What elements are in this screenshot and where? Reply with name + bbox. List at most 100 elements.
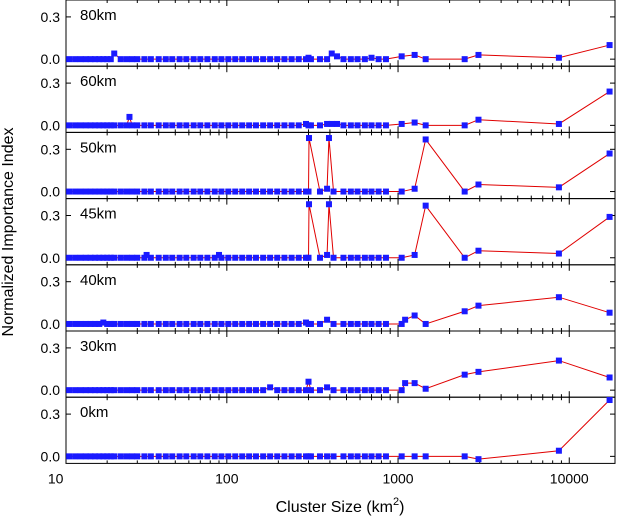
data-point [274, 188, 281, 195]
data-point [252, 122, 259, 129]
y-tick-label: 0.3 [41, 274, 61, 290]
data-point [246, 387, 253, 394]
data-point [398, 254, 405, 261]
data-point [197, 387, 204, 394]
data-point [606, 397, 613, 404]
data-point [190, 122, 197, 129]
data-point [225, 122, 232, 129]
data-point [111, 387, 118, 394]
data-point [281, 122, 288, 129]
data-point [204, 122, 211, 129]
data-point [375, 122, 382, 129]
data-point [325, 201, 332, 208]
y-tick-label: 0.0 [41, 51, 61, 67]
data-point [92, 453, 99, 460]
data-point [398, 320, 405, 327]
data-point [147, 254, 154, 261]
data-point [123, 56, 130, 63]
data-point [281, 453, 288, 460]
data-point [92, 387, 99, 394]
data-point [246, 453, 253, 460]
data-point [169, 387, 176, 394]
data-point [147, 320, 154, 327]
data-point [330, 254, 337, 261]
data-point [77, 122, 84, 129]
data-point [305, 254, 312, 261]
data-point [100, 254, 107, 261]
data-point [354, 122, 361, 129]
data-point [204, 387, 211, 394]
y-tick-label: 0.0 [41, 382, 61, 398]
data-point [117, 122, 124, 129]
data-point [411, 119, 418, 126]
data-point [288, 453, 295, 460]
data-point [107, 188, 114, 195]
data-point [325, 135, 332, 142]
data-point [107, 56, 114, 63]
data-point [295, 254, 302, 261]
data-point [281, 387, 288, 394]
data-point [475, 368, 482, 375]
data-point [82, 188, 89, 195]
data-point [147, 56, 154, 63]
data-point [147, 122, 154, 129]
data-point [422, 136, 429, 143]
data-point [330, 387, 337, 394]
data-point [190, 320, 197, 327]
data-point [382, 320, 389, 327]
data-point [147, 188, 154, 195]
data-point [92, 254, 99, 261]
data-point [218, 56, 225, 63]
panel-80km: 0.0 0.3 80km [41, 0, 616, 67]
data-point [324, 453, 331, 460]
data-point [72, 453, 79, 460]
data-point [134, 453, 141, 460]
data-point [232, 254, 239, 261]
data-point [382, 56, 389, 63]
data-point [162, 188, 169, 195]
data-point [354, 320, 361, 327]
data-point [382, 387, 389, 394]
data-point [361, 320, 368, 327]
data-point [100, 319, 107, 326]
y-tick-label: 0.3 [41, 141, 61, 157]
data-point [461, 188, 468, 195]
data-point [218, 188, 225, 195]
data-point [398, 188, 405, 195]
data-point [87, 387, 94, 394]
data-point [129, 188, 136, 195]
data-point [295, 188, 302, 195]
data-point [232, 188, 239, 195]
data-point [382, 453, 389, 460]
data-point [126, 113, 133, 120]
data-point [176, 387, 183, 394]
data-point [347, 188, 354, 195]
data-point [324, 56, 331, 63]
data-point [225, 453, 232, 460]
panel-0km: 0.0 0.3 0km [41, 396, 616, 464]
data-point [402, 380, 409, 387]
data-point [77, 320, 84, 327]
data-point [411, 453, 418, 460]
data-point [260, 122, 267, 129]
data-point [368, 387, 375, 394]
panel-frame [65, 396, 616, 464]
data-point [606, 88, 613, 95]
data-point [347, 56, 354, 63]
data-point [555, 250, 562, 257]
data-point [96, 188, 103, 195]
data-point [361, 387, 368, 394]
data-point [134, 320, 141, 327]
data-point [274, 56, 281, 63]
data-point [129, 122, 136, 129]
data-point [267, 320, 274, 327]
data-point [87, 453, 94, 460]
data-point [411, 312, 418, 319]
data-point [155, 387, 162, 394]
data-point [87, 254, 94, 261]
data-point [147, 453, 154, 460]
data-point [232, 56, 239, 63]
series-line [69, 296, 610, 325]
data-point [267, 56, 274, 63]
